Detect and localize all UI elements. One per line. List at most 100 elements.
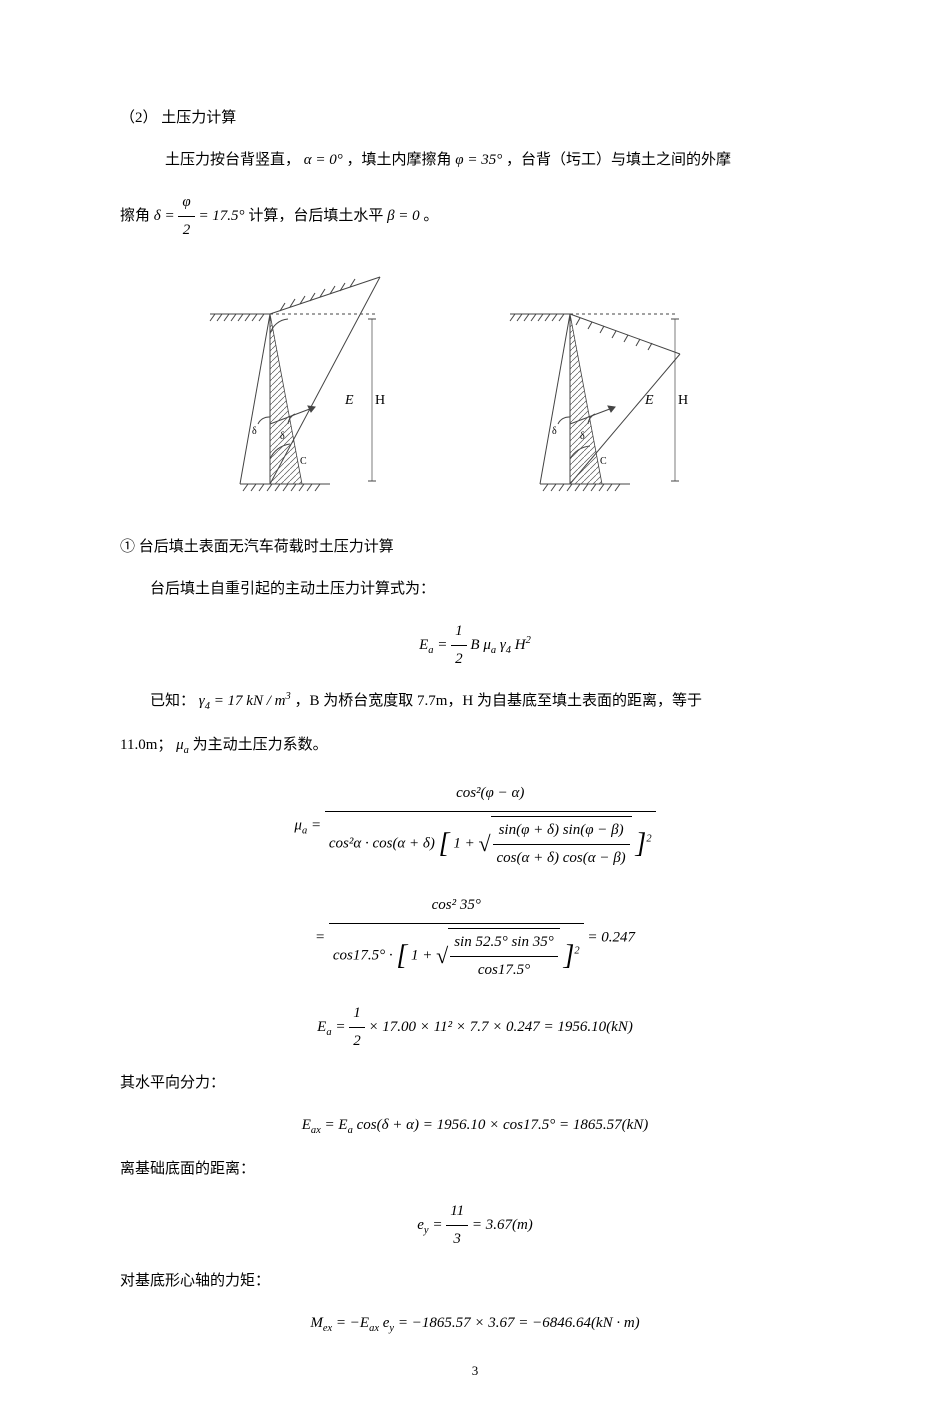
delta-den: 2 xyxy=(178,217,194,244)
muf-musub: a xyxy=(302,825,307,836)
svg-text:E: E xyxy=(344,393,354,408)
mun-den-a: cos17.5° · xyxy=(333,947,397,963)
intro-text-5: 计算，台后填土水平 xyxy=(248,208,383,224)
f1-H: H xyxy=(515,637,526,653)
f1-gammasub: 4 xyxy=(506,645,511,656)
svg-text:δ: δ xyxy=(252,426,257,437)
intro-para-2: 擦角 δ = φ2 = 17.5° 计算，台后填土水平 β = 0 。 xyxy=(120,189,830,244)
h-sub2: a xyxy=(348,1125,353,1136)
mun-num: cos² 35° xyxy=(329,888,584,924)
distance-label: 离基础底面的距离： xyxy=(120,1156,830,1183)
muf-mu: μ xyxy=(294,817,302,833)
item1-heading: ① 台后填土表面无汽车荷载时土压力计算 xyxy=(120,534,830,561)
m-eq: = −E xyxy=(336,1315,369,1331)
f1-num: 1 xyxy=(451,618,467,646)
ea-leftsub: a xyxy=(326,1027,331,1038)
intro-text-3: ，台背（圬工）与填土之间的外摩 xyxy=(506,152,731,168)
moment-formula: Mex = −Eax ey = −1865.57 × 3.67 = −6846.… xyxy=(120,1310,830,1339)
section-heading: （2） 土压力计算 xyxy=(120,105,830,132)
svg-text:δ: δ xyxy=(280,431,285,442)
known-text-b: ，B 为桥台宽度取 7.7m，H 为自基底至填土表面的距离，等于 xyxy=(294,693,702,709)
known-11m: 11.0m； xyxy=(120,737,172,753)
horizontal-formula: Eax = Ea cos(δ + α) = 1956.10 × cos17.5°… xyxy=(120,1112,830,1141)
intro-text-1: 土压力按台背竖直， xyxy=(165,152,300,168)
ea-numeric: Ea = 12 × 17.00 × 11² × 7.7 × 0.247 = 19… xyxy=(120,1000,830,1055)
distance-formula: ey = 113 = 3.67(m) xyxy=(120,1198,830,1253)
item1-title: 台后填土表面无汽车荷载时土压力计算 xyxy=(139,539,394,555)
diagram-right: E H C δ δ xyxy=(500,259,750,509)
delta-left: δ = xyxy=(154,208,179,224)
f1-E: E xyxy=(419,637,428,653)
muf-num1: cos²(φ − α) xyxy=(325,776,656,812)
muf-den-1: 1 + xyxy=(453,835,478,851)
h-E: E xyxy=(302,1117,311,1133)
intro-text-4: 擦角 xyxy=(120,208,150,224)
known-para-2: 11.0m； μa 为主动土压力系数。 xyxy=(120,732,830,761)
section-num: （2） xyxy=(120,110,158,126)
f1-musub: a xyxy=(491,645,496,656)
svg-text:δ: δ xyxy=(552,426,557,437)
f1-Esub: a xyxy=(428,645,433,656)
m-expr: = −1865.57 × 3.67 = −6846.64(kN · m) xyxy=(398,1315,640,1331)
svg-text:C: C xyxy=(600,456,607,467)
mun-eq: = xyxy=(315,929,329,945)
section-title-text: 土压力计算 xyxy=(161,110,236,126)
item1-subtitle: 台后填土自重引起的主动土压力计算式为： xyxy=(120,576,830,603)
mun-sqrt-num: sin 52.5° sin 35° xyxy=(450,929,558,957)
svg-text:H: H xyxy=(375,393,385,408)
diagram-left: E H C δ δ xyxy=(200,259,450,509)
d-e: e xyxy=(417,1217,424,1233)
intro-para: 土压力按台背竖直， α = 0° ，填土内摩擦角 φ = 35° ，台背（圬工）… xyxy=(120,147,830,174)
d-result: = 3.67(m) xyxy=(472,1217,533,1233)
phi-eq: φ = 35° xyxy=(455,152,502,168)
h-sub1: ax xyxy=(311,1125,321,1136)
horizontal-label: 其水平向分力： xyxy=(120,1070,830,1097)
page-number: 3 xyxy=(120,1359,830,1382)
known-mu: μ xyxy=(176,737,184,753)
m-Msub: ex xyxy=(323,1323,332,1334)
m-M: M xyxy=(310,1315,323,1331)
m-Esub: ax xyxy=(369,1323,379,1334)
f1-rest: B μ xyxy=(470,637,490,653)
f1-den: 2 xyxy=(451,646,467,673)
known-musub: a xyxy=(184,745,189,756)
known-gammaval: = 17 kN / m xyxy=(210,693,286,709)
diagram-container: E H C δ δ xyxy=(120,259,830,509)
intro-text-6: 。 xyxy=(423,208,438,224)
muf-den-a: cos²α · cos(α + δ) xyxy=(329,835,435,851)
m-esub: y xyxy=(389,1323,394,1334)
ea-den: 2 xyxy=(349,1028,365,1055)
mun-den-b: 1 + xyxy=(411,947,436,963)
svg-text:E: E xyxy=(644,393,654,408)
svg-text:C: C xyxy=(300,456,307,467)
f1-Hsup: 2 xyxy=(526,635,531,646)
d-eq: = xyxy=(432,1217,446,1233)
ea-left: E xyxy=(317,1019,326,1035)
svg-text:H: H xyxy=(678,393,688,408)
f1-eq: = xyxy=(437,637,451,653)
svg-text:δ: δ xyxy=(580,431,585,442)
delta-right: = 17.5° xyxy=(195,208,245,224)
beta-eq: β = 0 xyxy=(387,208,420,224)
h-expr: cos(δ + α) = 1956.10 × cos17.5° = 1865.5… xyxy=(357,1117,649,1133)
mun-result: = 0.247 xyxy=(587,929,635,945)
circled-1: ① xyxy=(120,539,135,555)
h-eq: = E xyxy=(325,1117,348,1133)
ea-num: 1 xyxy=(349,1000,365,1028)
formula-ea: Ea = 12 B μa γ4 H2 xyxy=(120,618,830,673)
d-num: 11 xyxy=(446,1198,468,1226)
delta-num: φ xyxy=(178,189,194,217)
known-tail: 为主动土压力系数。 xyxy=(193,737,328,753)
delta-formula: δ = φ2 = 17.5° xyxy=(154,208,249,224)
ea-eq: = xyxy=(335,1019,349,1035)
muf-sqrt-num: sin(φ + δ) sin(φ − β) xyxy=(493,817,630,845)
muf-sqrt-den: cos(α + δ) cos(α − β) xyxy=(493,845,630,872)
moment-label: 对基底形心轴的力矩： xyxy=(120,1268,830,1295)
muf-eq: = xyxy=(311,817,325,833)
d-esub: y xyxy=(424,1225,429,1236)
mu-formula-symbolic: μa = cos²(φ − α) cos²α · cos(α + δ) [ 1 … xyxy=(120,776,830,876)
ea-expr: × 17.00 × 11² × 7.7 × 0.247 = 1956.10(kN… xyxy=(368,1019,632,1035)
intro-text-2: ，填土内摩擦角 xyxy=(347,152,452,168)
alpha-eq: α = 0° xyxy=(304,152,343,168)
mu-formula-numeric: = cos² 35° cos17.5° · [ 1 + √sin 52.5° s… xyxy=(120,888,830,988)
